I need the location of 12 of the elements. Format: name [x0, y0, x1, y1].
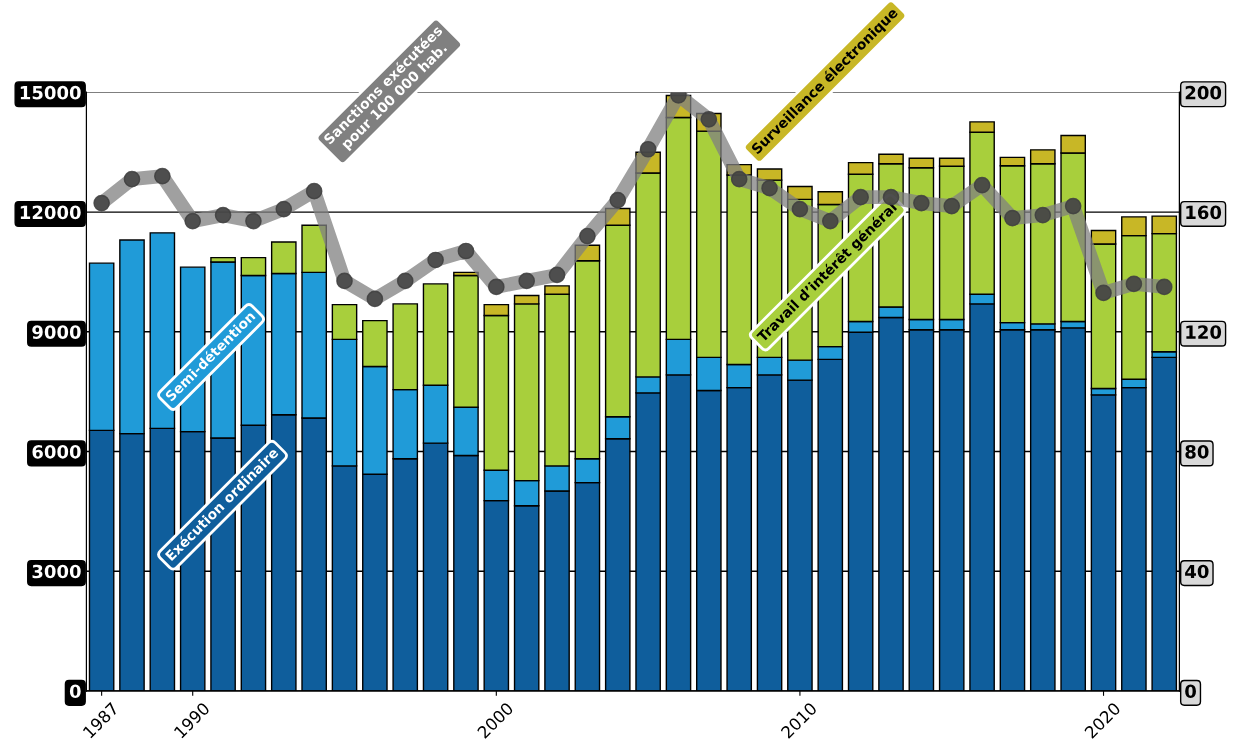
y2-tick-label: 200: [1185, 85, 1222, 100]
y-tick-label: 6000: [32, 444, 81, 459]
y-tick-label: 15000: [20, 85, 81, 100]
y2-tick-label: 160: [1186, 205, 1222, 220]
y2-tick-label: 120: [1186, 325, 1222, 339]
y-tick-label: 9000: [32, 325, 81, 339]
y-tick-label: 0: [69, 684, 81, 699]
y2-tick-label: 40: [1185, 564, 1209, 579]
y-tick-label: 12000: [20, 205, 81, 220]
y2-tick-label: 0: [1185, 684, 1196, 699]
y2-tick-label: 80: [1185, 444, 1209, 459]
y-tick-label: 3000: [32, 564, 81, 579]
